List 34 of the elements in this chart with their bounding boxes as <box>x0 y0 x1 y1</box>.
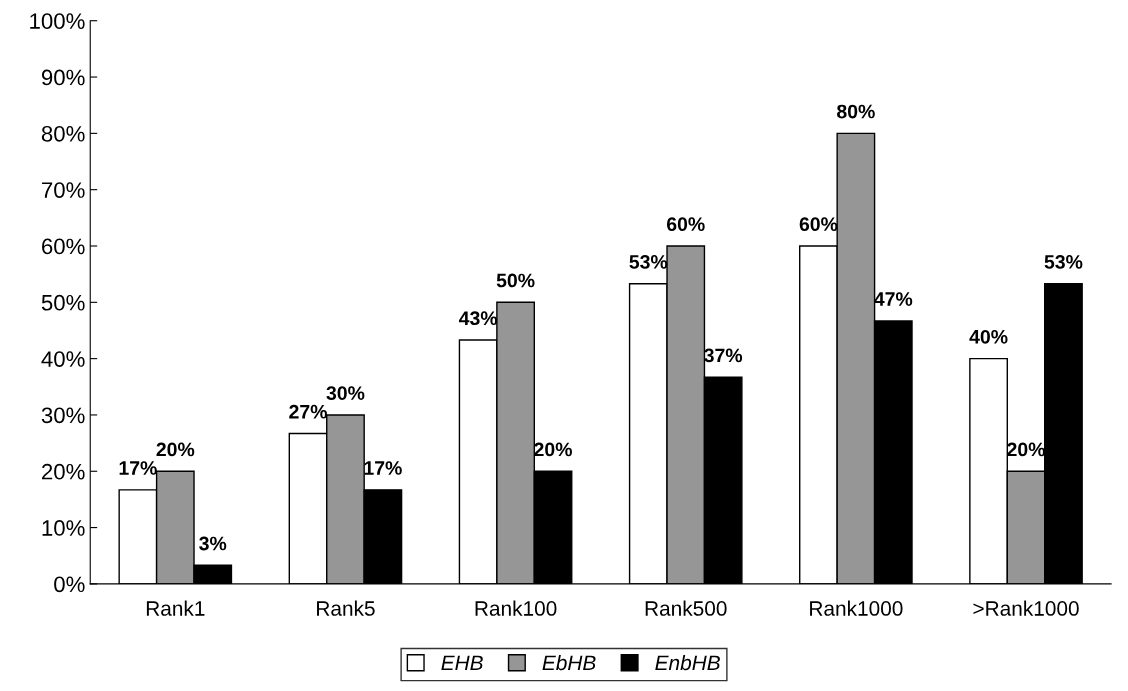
legend-label: EbHB <box>542 654 596 671</box>
y-tick-label: 10% <box>42 520 85 536</box>
x-tick-label: Rank5 <box>317 600 375 616</box>
data-label: 37% <box>704 348 743 363</box>
y-tick-label: 0% <box>54 576 85 593</box>
data-label: 40% <box>969 329 1008 344</box>
y-tick-label: 100% <box>30 13 85 29</box>
y-tick-label: 80% <box>41 125 85 142</box>
x-tick-label: Rank100 <box>475 600 557 616</box>
x-tick-label: Rank500 <box>645 600 727 616</box>
x-tick-label: Rank1 <box>146 600 205 616</box>
data-label: 80% <box>837 104 875 119</box>
x-tick-label: Rank1000 <box>810 600 903 616</box>
data-label: 27% <box>289 404 327 419</box>
x-tick-label: >Rank1000 <box>973 600 1079 616</box>
data-label: 20% <box>1007 442 1045 457</box>
y-tick-label: 30% <box>41 407 85 424</box>
y-tick-label: 70% <box>42 182 85 198</box>
y-tick-label: 90% <box>41 69 85 86</box>
legend-label: EHB <box>441 655 483 671</box>
data-label: 17% <box>119 461 157 475</box>
data-label: 3% <box>199 536 227 551</box>
data-label: 30% <box>326 386 365 401</box>
data-label: 50% <box>496 273 535 288</box>
data-label: 47% <box>874 292 913 306</box>
y-tick-label: 20% <box>42 463 85 480</box>
data-label: 60% <box>666 217 705 232</box>
legend-label: EnbHB <box>655 654 720 671</box>
y-tick-label: 40% <box>41 351 85 367</box>
data-label: 20% <box>156 442 195 457</box>
y-tick-label: 50% <box>41 294 85 311</box>
data-label: 53% <box>1044 255 1083 269</box>
data-label: 20% <box>534 442 572 457</box>
y-tick-label: 60% <box>42 238 85 255</box>
